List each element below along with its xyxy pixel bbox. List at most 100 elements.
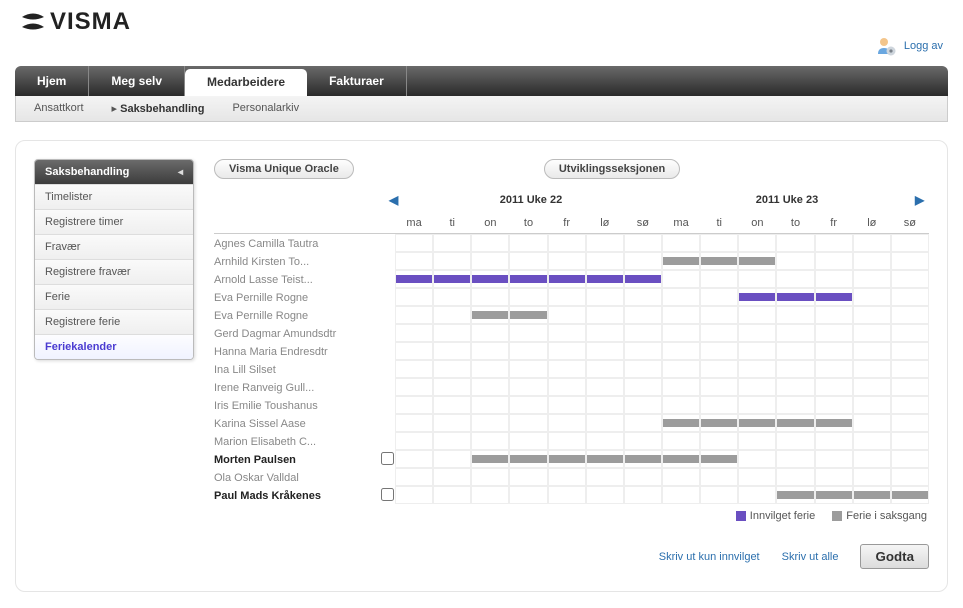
side-panel-title: Saksbehandling — [45, 166, 129, 178]
cal-cell — [586, 324, 624, 342]
cal-cell — [700, 324, 738, 342]
employee-name: Eva Pernille Rogne — [214, 306, 379, 324]
cal-cell — [738, 306, 776, 324]
cal-cell — [700, 342, 738, 360]
prev-week-button[interactable]: ◀ — [389, 193, 403, 207]
cal-cell — [776, 468, 814, 486]
cal-cell — [624, 450, 662, 468]
cal-cell — [509, 414, 547, 432]
vacation-calendar: mationtofrløsømationtofrløsøAgnes Camill… — [214, 213, 929, 504]
row-checkbox[interactable] — [381, 488, 394, 501]
cal-cell — [548, 288, 586, 306]
cal-cell — [395, 432, 433, 450]
subnav-item[interactable]: Saksbehandling — [112, 102, 205, 115]
cal-cell — [509, 288, 547, 306]
cal-cell — [738, 486, 776, 504]
vacation-bar-approved — [472, 275, 508, 283]
side-item[interactable]: Feriekalender — [35, 334, 193, 359]
employee-name: Karina Sissel Aase — [214, 414, 379, 432]
cal-cell — [738, 324, 776, 342]
side-item[interactable]: Fravær — [35, 234, 193, 259]
cal-cell — [776, 252, 814, 270]
logout-link[interactable]: Logg av — [904, 40, 943, 52]
cal-cell — [853, 342, 891, 360]
cal-cell — [700, 360, 738, 378]
row-checkbox-cell — [379, 306, 395, 324]
cal-cell — [509, 360, 547, 378]
vacation-bar-pending — [510, 311, 546, 319]
cal-cell — [738, 252, 776, 270]
print-approved-link[interactable]: Skriv ut kun innvilget — [659, 551, 760, 563]
side-item[interactable]: Registrere fravær — [35, 259, 193, 284]
cal-cell — [395, 252, 433, 270]
next-week-button[interactable]: ▶ — [915, 193, 929, 207]
cal-cell — [662, 360, 700, 378]
print-all-link[interactable]: Skriv ut alle — [782, 551, 839, 563]
cal-cell — [586, 234, 624, 252]
cal-cell — [738, 360, 776, 378]
vacation-bar-pending — [854, 491, 890, 499]
cal-cell — [853, 234, 891, 252]
nav-tab[interactable]: Hjem — [15, 66, 89, 96]
cal-cell — [395, 306, 433, 324]
cal-cell — [624, 396, 662, 414]
cal-cell — [586, 432, 624, 450]
cal-cell — [624, 468, 662, 486]
legend-pending: Ferie i saksgang — [846, 510, 927, 522]
employee-name: Ola Oskar Valldal — [214, 468, 379, 486]
cal-cell — [662, 306, 700, 324]
cal-cell — [738, 450, 776, 468]
cal-cell — [471, 252, 509, 270]
cal-cell — [700, 486, 738, 504]
cal-cell — [738, 378, 776, 396]
day-header: fr — [548, 213, 586, 234]
cal-cell — [776, 306, 814, 324]
vacation-bar-pending — [663, 455, 699, 463]
cal-cell — [395, 360, 433, 378]
day-header: on — [471, 213, 509, 234]
cal-cell — [509, 270, 547, 288]
nav-tab[interactable]: Fakturaer — [307, 66, 407, 96]
dept-selector[interactable]: Utviklingsseksjonen — [544, 159, 680, 179]
cal-cell — [662, 486, 700, 504]
row-checkbox-cell — [379, 432, 395, 450]
cal-cell — [738, 468, 776, 486]
vacation-bar-approved — [777, 293, 813, 301]
cal-cell — [853, 288, 891, 306]
cal-cell — [471, 450, 509, 468]
user-settings-icon[interactable] — [876, 36, 896, 56]
cal-cell — [624, 342, 662, 360]
vacation-bar-pending — [625, 455, 661, 463]
cal-cell — [509, 252, 547, 270]
cal-cell — [586, 468, 624, 486]
accept-button[interactable]: Godta — [860, 544, 929, 569]
cal-cell — [776, 360, 814, 378]
side-item[interactable]: Registrere ferie — [35, 309, 193, 334]
row-checkbox-cell — [379, 324, 395, 342]
vacation-bar-approved — [587, 275, 623, 283]
cal-cell — [700, 450, 738, 468]
subnav-item[interactable]: Ansattkort — [34, 102, 84, 115]
cal-cell — [471, 396, 509, 414]
org-selector[interactable]: Visma Unique Oracle — [214, 159, 354, 179]
side-item[interactable]: Ferie — [35, 284, 193, 309]
side-item[interactable]: Timelister — [35, 184, 193, 209]
vacation-bar-pending — [816, 419, 852, 427]
row-checkbox[interactable] — [381, 452, 394, 465]
subnav-item[interactable]: Personalarkiv — [232, 102, 299, 115]
nav-tab[interactable]: Meg selv — [89, 66, 185, 96]
brand-logo: VISMA — [20, 8, 131, 36]
cal-cell — [586, 252, 624, 270]
side-item[interactable]: Registrere timer — [35, 209, 193, 234]
cal-cell — [662, 342, 700, 360]
cal-cell — [548, 252, 586, 270]
cal-cell — [853, 432, 891, 450]
side-panel-header[interactable]: Saksbehandling ◂ — [35, 160, 193, 184]
vacation-bar-pending — [701, 419, 737, 427]
day-header: on — [738, 213, 776, 234]
vacation-bar-pending — [739, 257, 775, 265]
nav-tab[interactable]: Medarbeidere — [185, 69, 307, 96]
cal-cell — [548, 396, 586, 414]
cal-cell — [624, 234, 662, 252]
vacation-bar-approved — [816, 293, 852, 301]
